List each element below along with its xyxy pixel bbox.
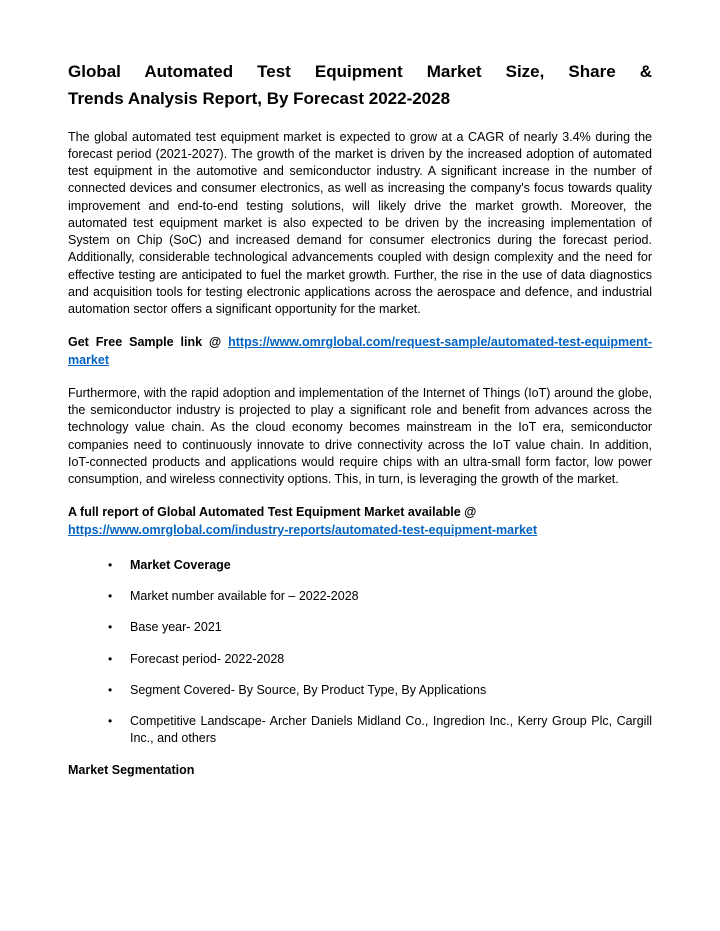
- document-title-line2: Trends Analysis Report, By Forecast 2022…: [68, 87, 652, 111]
- segmentation-heading: Market Segmentation: [68, 762, 652, 780]
- list-item: Market number available for – 2022-2028: [108, 588, 652, 605]
- full-report-link[interactable]: https://www.omrglobal.com/industry-repor…: [68, 523, 537, 537]
- paragraph-2: Furthermore, with the rapid adoption and…: [68, 385, 652, 489]
- sample-link-line: Get Free Sample link @ https://www.omrgl…: [68, 334, 652, 369]
- list-item: Forecast period- 2022-2028: [108, 651, 652, 668]
- list-item: Base year- 2021: [108, 619, 652, 636]
- paragraph-1: The global automated test equipment mark…: [68, 129, 652, 319]
- list-item: Competitive Landscape- Archer Daniels Mi…: [108, 713, 652, 748]
- market-coverage-list: Market Coverage Market number available f…: [68, 557, 652, 748]
- list-item-text: Market Coverage: [130, 558, 231, 572]
- sample-prefix: Get Free Sample link @: [68, 335, 228, 349]
- full-report-line: A full report of Global Automated Test E…: [68, 504, 652, 539]
- list-item: Segment Covered- By Source, By Product T…: [108, 682, 652, 699]
- list-item: Market Coverage: [108, 557, 652, 574]
- sample-link-text-1: https://www.omrglobal.com/request-sample…: [228, 335, 558, 349]
- document-title-line1: Global Automated Test Equipment Market S…: [68, 60, 652, 84]
- full-report-prefix: A full report of Global Automated Test E…: [68, 505, 476, 519]
